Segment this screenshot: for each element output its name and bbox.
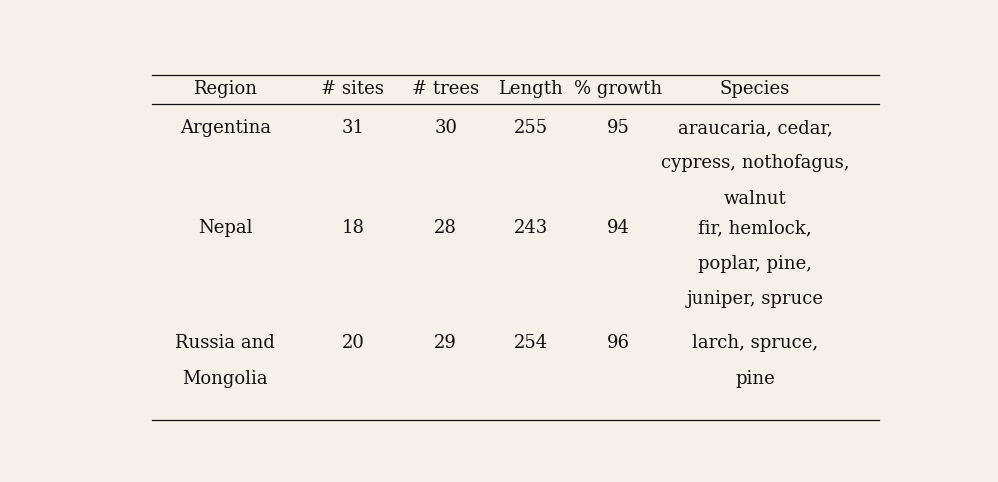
Text: # trees: # trees — [412, 80, 479, 98]
Text: 28: 28 — [434, 219, 457, 237]
Text: Russia and: Russia and — [176, 335, 275, 352]
Text: Species: Species — [720, 80, 790, 98]
Text: walnut: walnut — [724, 189, 786, 208]
Text: # sites: # sites — [321, 80, 384, 98]
Text: Argentina: Argentina — [180, 119, 270, 137]
Text: juniper, spruce: juniper, spruce — [687, 290, 823, 308]
Text: 255: 255 — [514, 119, 548, 137]
Text: Region: Region — [194, 80, 257, 98]
Text: Nepal: Nepal — [198, 219, 252, 237]
Text: pine: pine — [736, 370, 775, 388]
Text: 31: 31 — [341, 119, 364, 137]
Text: fir, hemlock,: fir, hemlock, — [699, 219, 812, 237]
Text: 95: 95 — [607, 119, 630, 137]
Text: larch, spruce,: larch, spruce, — [692, 335, 818, 352]
Text: 94: 94 — [607, 219, 630, 237]
Text: poplar, pine,: poplar, pine, — [699, 254, 812, 272]
Text: 243: 243 — [514, 219, 548, 237]
Text: Length: Length — [498, 80, 563, 98]
Text: araucaria, cedar,: araucaria, cedar, — [678, 119, 832, 137]
Text: cypress, nothofagus,: cypress, nothofagus, — [661, 154, 849, 173]
Text: 29: 29 — [434, 335, 457, 352]
Text: 18: 18 — [341, 219, 364, 237]
Text: 20: 20 — [341, 335, 364, 352]
Text: Mongolia: Mongolia — [183, 370, 268, 388]
Text: 30: 30 — [434, 119, 457, 137]
Text: 96: 96 — [607, 335, 630, 352]
Text: % growth: % growth — [574, 80, 663, 98]
Text: 254: 254 — [514, 335, 548, 352]
